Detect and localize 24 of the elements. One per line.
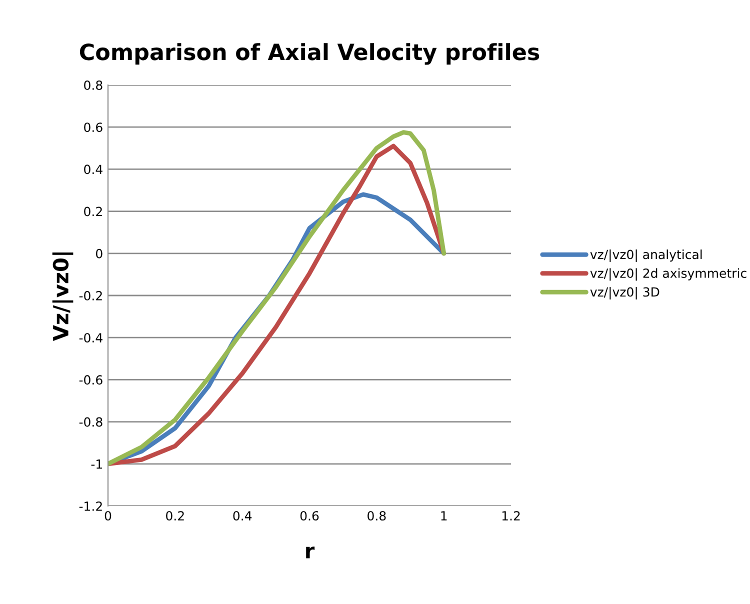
y-tick-label: -1 xyxy=(91,460,102,469)
x-tick-label: 0.2 xyxy=(166,511,184,521)
y-tick-label: -1.2 xyxy=(79,501,102,511)
legend-label: vz/|vz0| analytical xyxy=(590,249,702,262)
legend-label: vz/|vz0| 3D xyxy=(590,286,660,300)
y-tick-label: 0.8 xyxy=(84,80,102,90)
y-tick-label: 0.6 xyxy=(84,122,102,132)
chart-title: Comparison of Axial Velocity profiles xyxy=(80,43,540,65)
y-tick-label: 0 xyxy=(96,248,102,258)
x-tick-label: 1.2 xyxy=(502,511,520,520)
y-tick-label: 0.2 xyxy=(84,206,102,216)
y-tick-label: -0.8 xyxy=(79,417,102,427)
y-tick-label: -0.4 xyxy=(79,333,102,343)
x-tick-label: 0.6 xyxy=(300,511,319,521)
y-tick-label: 0.4 xyxy=(84,164,102,174)
x-tick-label: 0 xyxy=(104,511,112,521)
y-tick-label: -0.2 xyxy=(79,290,102,300)
x-tick-label: 1 xyxy=(441,511,447,520)
x-tick-label: 0.4 xyxy=(233,511,252,521)
legend-label: vz/|vz0| 2d axisymmetric xyxy=(590,268,746,281)
y-tick-label: -0.6 xyxy=(79,375,102,385)
y-axis-title: Vz/|vz0| xyxy=(52,252,74,342)
x-axis-title: r xyxy=(306,546,315,558)
x-tick-label: 0.8 xyxy=(368,511,386,521)
